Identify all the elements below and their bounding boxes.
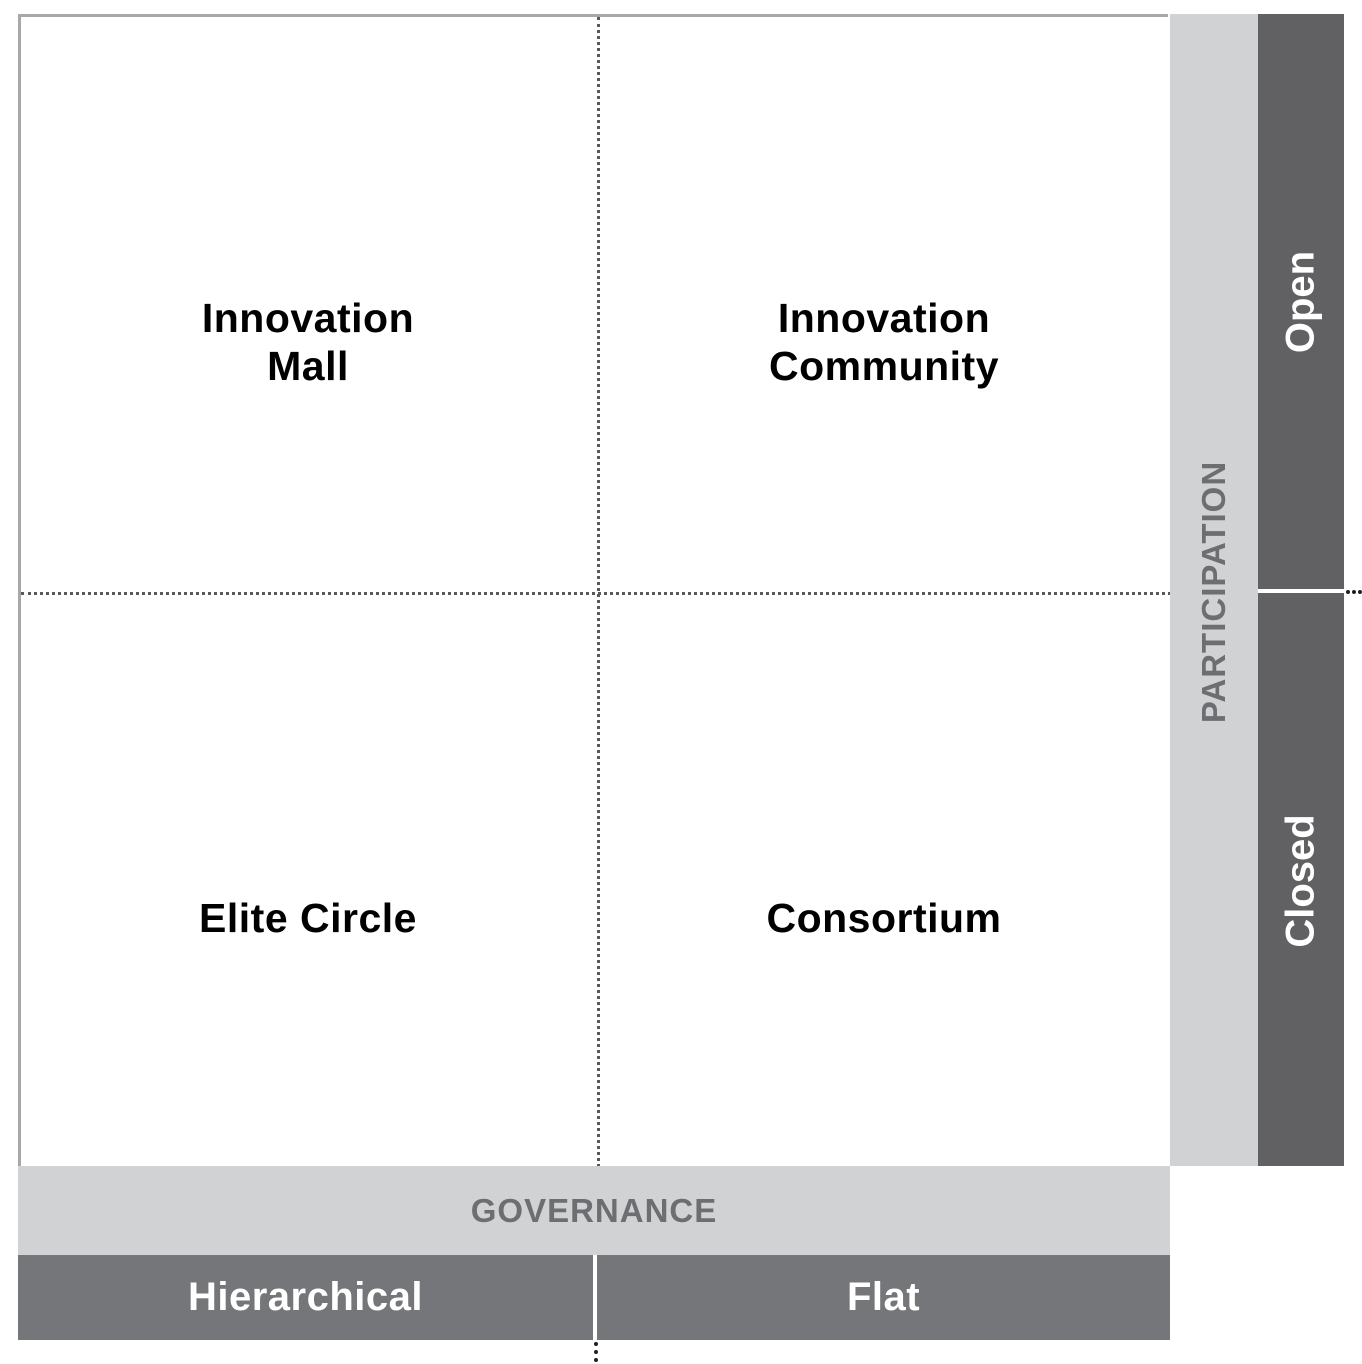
- matrix-grid: Innovation Mall Innovation Community Eli…: [18, 14, 1171, 1167]
- quadrant-bottom-left-label: Elite Circle: [199, 895, 417, 941]
- category-flat-label: Flat: [846, 1275, 921, 1319]
- quadrant-top-left-line2: Mall: [267, 343, 349, 389]
- category-hierarchical-label: Hierarchical: [187, 1275, 424, 1319]
- quadrant-bottom-right-label: Consortium: [766, 895, 1002, 941]
- horizontal-divider: [21, 592, 1171, 595]
- governance-axis-label: GOVERNANCE: [470, 1192, 718, 1229]
- quadrant-top-right: Innovation Community: [674, 294, 1094, 390]
- participation-axis-band: [1170, 14, 1258, 1166]
- quadrant-bottom-right: Consortium: [674, 894, 1094, 942]
- category-flat-band: Flat: [597, 1255, 1170, 1340]
- quadrant-top-left-line1: Innovation: [201, 295, 415, 341]
- quadrant-top-left: Innovation Mall: [98, 294, 518, 390]
- category-hierarchical-band: Hierarchical: [18, 1255, 593, 1340]
- quadrant-bottom-left: Elite Circle: [98, 894, 518, 942]
- governance-axis-band: GOVERNANCE: [18, 1166, 1170, 1255]
- quadrant-top-right-line1: Innovation: [777, 295, 991, 341]
- bottom-divider-extension: [594, 1342, 598, 1362]
- category-open-band: Open: [1258, 14, 1344, 589]
- category-closed-band: Closed: [1258, 593, 1344, 1166]
- participation-axis-label: PARTICIPATION: [1195, 460, 1232, 724]
- quadrant-top-right-line2: Community: [769, 343, 999, 389]
- right-divider-extension: [1346, 590, 1362, 594]
- category-closed-label: Closed: [1278, 814, 1323, 948]
- category-open-label: Open: [1278, 250, 1323, 354]
